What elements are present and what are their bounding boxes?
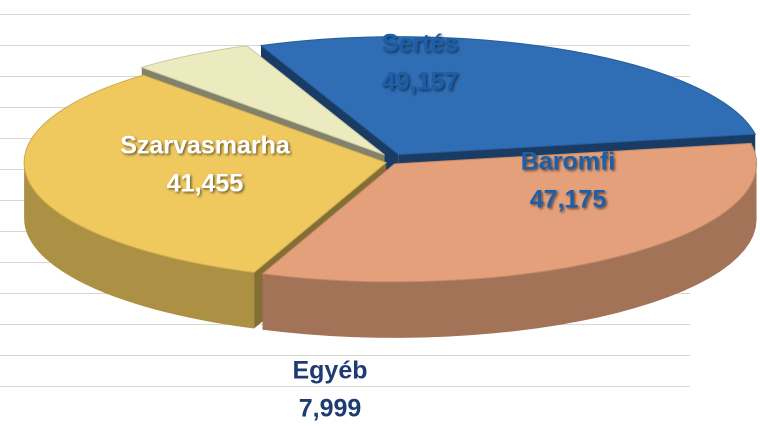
slice-value-label: 7,999	[299, 395, 362, 423]
slice-label: Szarvasmarha	[120, 132, 291, 160]
slice-value-label: 49,157	[382, 68, 458, 96]
slice-label: Egyéb	[292, 357, 367, 385]
slice-value-label: 47,175	[530, 186, 607, 214]
slice-side	[262, 163, 757, 338]
slice-top	[261, 142, 758, 283]
slice-top	[259, 36, 757, 156]
slice-label: Sertés	[382, 30, 458, 58]
pie-slice	[261, 142, 758, 338]
slice-top	[140, 45, 385, 156]
slice-value-label: 41,455	[167, 170, 244, 198]
slice-top	[23, 74, 388, 274]
slice-side	[24, 162, 255, 329]
slice-label: Baromfi	[521, 148, 615, 176]
